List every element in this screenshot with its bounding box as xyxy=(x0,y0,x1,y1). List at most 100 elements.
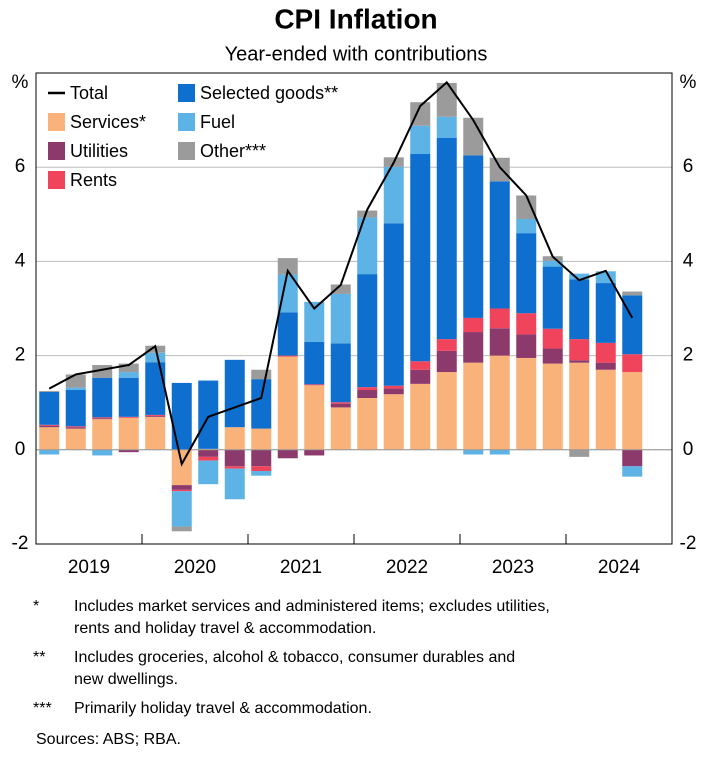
x-tick-label: 2021 xyxy=(280,557,322,578)
bar-segment xyxy=(39,424,60,426)
bar-segment xyxy=(595,362,616,370)
bar-segment xyxy=(489,355,510,450)
bar-segment xyxy=(516,334,537,358)
bar-segment xyxy=(304,385,325,450)
bar-segment xyxy=(171,449,192,486)
bar-segment xyxy=(92,449,113,456)
footnote-text: new dwellings. xyxy=(74,671,178,688)
bar-segment xyxy=(92,417,113,419)
bar-segment xyxy=(436,372,457,450)
bar-segment xyxy=(330,407,351,450)
y2-tick-label: 2 xyxy=(683,345,694,366)
footnote-text: Includes market services and administere… xyxy=(74,598,550,615)
bar-segment xyxy=(357,274,378,388)
bar-segment xyxy=(277,355,298,357)
bar-segment xyxy=(330,403,351,408)
x-tick-label: 2022 xyxy=(386,557,428,578)
bar-segment xyxy=(383,223,404,386)
y-tick-label: 6 xyxy=(15,156,26,177)
bar-segment xyxy=(304,301,325,342)
bar-segment xyxy=(489,328,510,356)
bar-segment xyxy=(251,449,272,467)
bar-segment xyxy=(198,380,219,449)
footnote-text: rents and holiday travel & accommodation… xyxy=(74,620,376,637)
bar-segment xyxy=(304,341,325,385)
bar-segment xyxy=(224,359,245,428)
legend-swatch xyxy=(178,142,195,160)
total-line xyxy=(48,80,634,467)
sources: Sources: ABS; RBA. xyxy=(36,731,181,748)
bar-segment xyxy=(569,360,590,363)
legend-swatch xyxy=(48,113,65,131)
legend-swatch xyxy=(178,113,195,131)
bar-segment xyxy=(251,369,272,380)
footnote-text: Primarily holiday travel & accommodation… xyxy=(74,700,372,717)
bar-segment xyxy=(118,377,139,417)
x-tick-label: 2023 xyxy=(492,557,534,578)
legend-label: Other*** xyxy=(200,141,266,161)
bar-segment xyxy=(436,82,457,117)
bar-segment xyxy=(383,394,404,450)
bar-segment xyxy=(542,266,563,329)
bar-segment xyxy=(357,387,378,390)
bar-segment xyxy=(569,339,590,361)
bar-segment xyxy=(357,389,378,398)
y2-tick-label: -2 xyxy=(680,533,697,554)
bar-segment xyxy=(65,426,86,428)
bar-segment xyxy=(357,397,378,450)
chart-subtitle: Year-ended with contributions xyxy=(225,43,488,65)
x-tick-label: 2024 xyxy=(598,557,641,578)
bar-segment xyxy=(171,489,192,492)
bar-segment xyxy=(251,428,272,450)
bar-segment xyxy=(277,274,298,313)
bar-segment xyxy=(224,449,245,467)
bar-segment xyxy=(171,382,192,450)
y2-tick-label: 4 xyxy=(683,250,694,271)
y-tick-label: 2 xyxy=(15,345,26,366)
bar-segment xyxy=(463,362,484,450)
bar-segment xyxy=(65,374,86,388)
bar-segment xyxy=(118,416,139,418)
bar-segment xyxy=(171,485,192,490)
bar-segment xyxy=(463,332,484,363)
footnote-text: Includes groceries, alcohol & tobacco, c… xyxy=(74,649,515,666)
bar-segment xyxy=(277,312,298,356)
bar-segment xyxy=(463,449,484,455)
bar-segment xyxy=(251,470,272,476)
bar-segment xyxy=(330,402,351,404)
bar-segment xyxy=(463,117,484,156)
bar-segment xyxy=(145,415,166,417)
bar-segment xyxy=(542,328,563,349)
bar-segment xyxy=(622,291,643,296)
bar-segment xyxy=(569,449,590,457)
bar-segment xyxy=(410,369,431,384)
legend-label: Rents xyxy=(70,170,117,190)
bar-segment xyxy=(65,427,86,429)
bar-segment xyxy=(489,308,510,329)
chart-title: CPI Inflation xyxy=(274,3,437,34)
bar-segment xyxy=(622,466,643,477)
bar-segment xyxy=(463,155,484,318)
bar-segment xyxy=(65,389,86,427)
bar-segment xyxy=(463,317,484,333)
bar-segment xyxy=(569,362,590,450)
bar-segment xyxy=(224,468,245,500)
legend-swatch xyxy=(48,142,65,160)
bar-segment xyxy=(516,219,537,234)
bar-segment xyxy=(489,157,510,182)
bar-segment xyxy=(224,466,245,469)
footnote-marker: *** xyxy=(33,700,52,717)
bar-segment xyxy=(330,284,351,294)
bar-segment xyxy=(357,210,378,218)
bar-segment xyxy=(569,273,590,280)
bar-segment xyxy=(410,154,431,362)
bar-segment xyxy=(251,466,272,471)
bar-segment xyxy=(436,116,457,138)
bar-segment xyxy=(622,354,643,373)
bar-segment xyxy=(516,233,537,314)
y-unit: % xyxy=(12,72,29,93)
bar-segment xyxy=(92,419,113,450)
bar-segment xyxy=(436,137,457,340)
bar-segment xyxy=(277,258,298,275)
